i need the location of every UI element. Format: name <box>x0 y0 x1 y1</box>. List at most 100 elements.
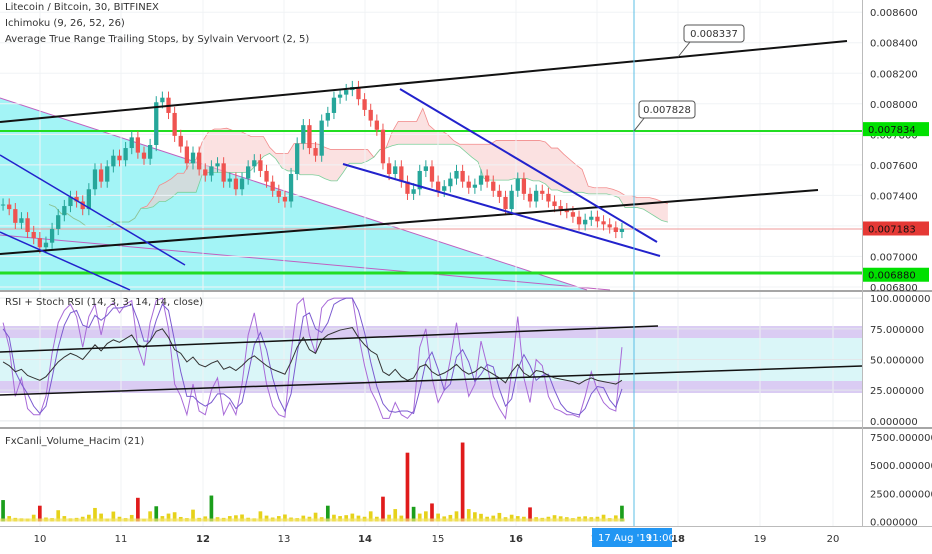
candle-body <box>105 166 110 182</box>
callout-2-box[interactable] <box>638 100 696 119</box>
volume-tick-label: 2500.000000 <box>870 489 932 500</box>
price-scale[interactable]: 0.0068000.0070000.0072000.0074000.007600… <box>863 8 929 294</box>
triangle-lower-edge[interactable] <box>0 234 611 291</box>
upper-channel-line[interactable] <box>0 40 848 123</box>
rsi-upper-trend-line[interactable] <box>0 325 659 353</box>
rsi-tick-label: 100.000000 <box>870 294 930 305</box>
volume-bar <box>344 515 349 522</box>
candle-body <box>258 160 263 171</box>
candle-body <box>13 209 18 223</box>
candle-body <box>607 224 612 228</box>
volume-bar <box>234 515 238 522</box>
volume-bar <box>325 505 330 522</box>
price-label-text: 0.007834 <box>868 125 916 136</box>
candle-body <box>111 155 116 167</box>
candle-body <box>399 166 404 182</box>
candle-body <box>356 87 361 100</box>
cursor-date-badge <box>592 528 672 547</box>
cursor-date-text: 17 Aug '19 <box>598 533 652 544</box>
volume-base <box>0 518 625 522</box>
time-tick-label: 20 <box>827 534 840 545</box>
price-label-text: 0.006880 <box>868 271 916 282</box>
candle-body <box>619 228 625 232</box>
candle-body <box>613 227 618 232</box>
volume-bar <box>424 511 428 522</box>
candle-body <box>129 137 134 149</box>
volume-bar <box>454 511 459 522</box>
senkou-span-b <box>48 143 668 228</box>
volume-bar <box>93 507 97 522</box>
candle-body <box>196 152 202 170</box>
rsi-pane-title: RSI + Stoch RSI (14, 3, 3, 14, 14, close… <box>5 297 203 308</box>
price-label-text: 0.007183 <box>868 224 916 235</box>
price-label-badge <box>863 267 929 282</box>
volume-bar <box>111 511 116 522</box>
volume-bar <box>460 442 465 522</box>
candle-body <box>172 112 177 136</box>
candle-body <box>540 190 545 194</box>
rsi-lower-trend-line[interactable] <box>0 365 863 396</box>
candle-body <box>368 109 373 121</box>
volume-bar <box>350 513 355 522</box>
candle-body <box>80 201 85 210</box>
candle-body <box>570 212 576 217</box>
volume-series[interactable] <box>0 442 625 522</box>
volume-tick-label: 5000.000000 <box>870 461 932 472</box>
senkou-span-a <box>48 107 669 227</box>
candle-body <box>301 125 306 144</box>
candle-body <box>423 166 429 171</box>
volume-bar <box>209 495 214 522</box>
stoch-d-line <box>2 297 623 416</box>
volume-bar <box>1 500 5 522</box>
volume-scale[interactable]: 0.000000 2500.000000 5000.000000 7500.00000… <box>870 433 932 529</box>
volume-bar <box>37 505 42 522</box>
candle-body <box>411 189 416 194</box>
candle-body <box>160 97 165 103</box>
candle-body <box>117 155 122 161</box>
wedge-upper-line[interactable] <box>399 88 658 243</box>
left-trend-line-2[interactable] <box>0 231 131 291</box>
volume-bar <box>240 514 244 522</box>
price-tick-label: 0.007400 <box>870 191 918 202</box>
volume-bar <box>448 514 453 522</box>
candle-body <box>141 152 147 159</box>
candle-body <box>552 201 557 207</box>
rsi-series[interactable] <box>2 297 623 420</box>
candle-body <box>74 196 79 202</box>
rsi-scale[interactable]: 0.000000 25.000000 50.000000 75.000000 100.0… <box>870 294 930 428</box>
candle-series[interactable] <box>0 80 625 254</box>
candle-body <box>454 170 459 179</box>
price-pane[interactable]: 0.008337 0.007828 <box>0 0 862 291</box>
ichimoku-legend[interactable]: Ichimoku (9, 26, 52, 26) <box>5 18 125 29</box>
candle-body <box>534 190 539 202</box>
candle-body <box>209 166 214 176</box>
atr-legend[interactable]: Average True Range Trailing Stops, by Sy… <box>5 34 310 45</box>
symbol-legend[interactable]: Litecoin / Bitcoin, 30, BITFINEX <box>5 2 159 13</box>
rsi-tick-label: 0.000000 <box>870 417 918 428</box>
candle-body <box>203 169 208 176</box>
candle-body <box>595 216 600 222</box>
candle-body <box>576 216 582 225</box>
left-trend-line-1[interactable] <box>0 154 186 266</box>
rsi-pane[interactable] <box>0 292 863 427</box>
volume-pane[interactable] <box>0 429 862 526</box>
callout-2-pointer <box>633 116 646 132</box>
candle-body <box>178 135 183 147</box>
wedge-lower-line[interactable] <box>342 163 661 257</box>
volume-bar <box>430 503 434 522</box>
time-scale[interactable]: 1011121314151617181920 <box>34 534 840 545</box>
lower-channel-line[interactable] <box>0 189 819 255</box>
candle-body <box>154 102 159 145</box>
candle-body <box>601 221 606 225</box>
candle-body <box>337 94 343 98</box>
candle-body <box>442 186 447 191</box>
volume-bar <box>509 514 514 522</box>
candle-body <box>344 90 349 95</box>
candle-body <box>147 145 153 159</box>
callout-1-box[interactable] <box>683 24 745 43</box>
volume-bar <box>381 496 385 522</box>
callout-1-pointer <box>677 41 691 58</box>
price-tick-label: 0.008400 <box>870 39 918 50</box>
